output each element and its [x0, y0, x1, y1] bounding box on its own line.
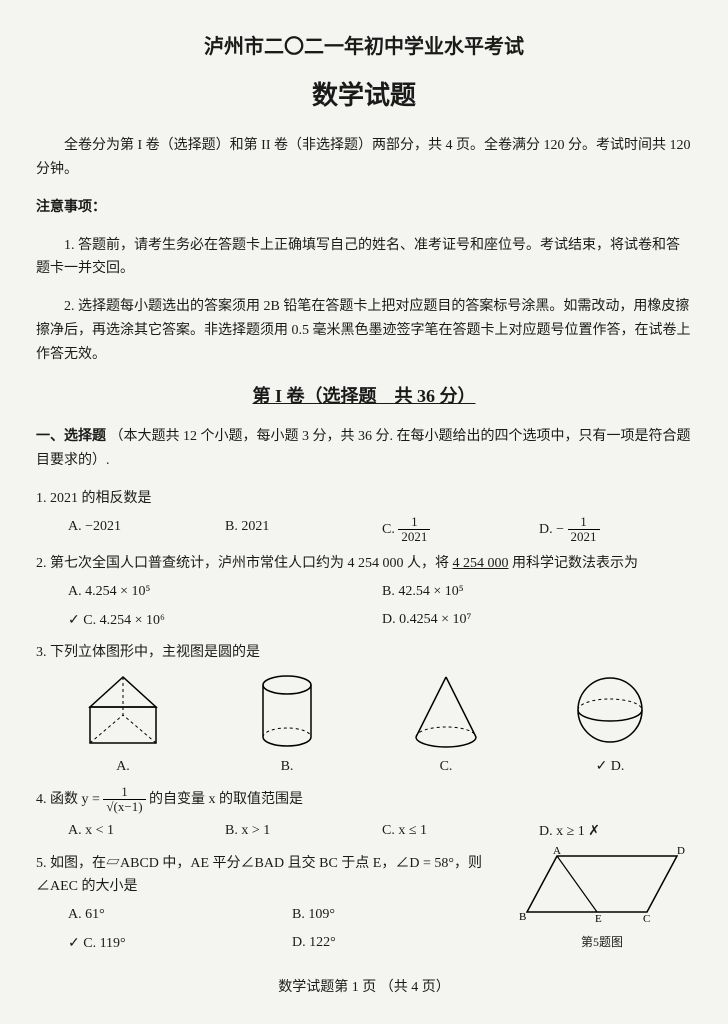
q3-shape-d: ✓ D. [570, 670, 650, 779]
prism-icon [78, 671, 168, 751]
intro-p1: 全卷分为第 I 卷（选择题）和第 II 卷（非选择题）两部分，共 4 页。全卷满… [36, 134, 692, 182]
q4-options: A. x < 1 B. x > 1 C. x ≤ 1 D. x ≥ 1 ✗ [64, 817, 692, 846]
q4-frac-den: √(x−1) [103, 800, 145, 814]
cone-icon [406, 671, 486, 751]
sphere-icon [570, 670, 650, 750]
q1-stem: 1. 2021 的相反数是 [36, 487, 692, 511]
q4-opt-c: C. x ≤ 1 [378, 817, 535, 846]
q1-d-num: 1 [568, 515, 600, 530]
q1-d-frac: 1 2021 [568, 515, 600, 545]
q2-opt-b: B. 42.54 × 10⁵ [378, 578, 692, 606]
q4-opt-a: A. x < 1 [64, 817, 221, 846]
cylinder-icon [252, 671, 322, 751]
q4-frac: 1 √(x−1) [103, 785, 145, 815]
q2-options: A. 4.254 × 10⁵ B. 42.54 × 10⁵ ✓ C. 4.254… [64, 578, 692, 635]
q1-opt-b: B. 2021 [221, 513, 378, 547]
q5-lbl-b: B [519, 911, 526, 923]
q4-frac-num: 1 [103, 785, 145, 800]
q5-opt-d: D. 122° [288, 929, 512, 958]
q3-label-a: A. [78, 755, 168, 779]
q5-figure: A D B E C 第5题图 [512, 846, 692, 953]
q2-stem-a: 2. 第七次全国人口普查统计，泸州市常住人口约为 4 254 000 人，将 [36, 556, 453, 571]
q4-d-mark: ✗ [588, 822, 600, 838]
q3-shape-b: B. [252, 671, 322, 779]
q5-options: A. 61° B. 109° ✓ C. 119° D. 122° [64, 901, 512, 958]
q5-row: 5. 如图，在▱ABCD 中，AE 平分∠BAD 且交 BC 于点 E，∠D =… [36, 846, 692, 958]
q2-opt-a: A. 4.254 × 10⁵ [64, 578, 378, 606]
q3-label-c: C. [406, 755, 486, 779]
q4-d-text: D. x ≥ 1 [539, 824, 585, 839]
q5-c-text: C. 119° [83, 936, 125, 951]
q5-fig-caption: 第5题图 [512, 932, 692, 952]
block-desc: （本大题共 12 个小题，每小题 3 分，共 36 分. 在每小题给出的四个选项… [36, 429, 691, 468]
q5-opt-a: A. 61° [64, 901, 288, 929]
q2-stem: 2. 第七次全国人口普查统计，泸州市常住人口约为 4 254 000 人，将 4… [36, 552, 692, 576]
q5-lbl-d: D [677, 846, 685, 857]
q1-opt-d: D. − 1 2021 [535, 513, 692, 547]
page-title-sub: 数学试题 [36, 74, 692, 118]
q2-opt-d: D. 0.4254 × 10⁷ [378, 606, 692, 635]
q3-shape-c: C. [406, 671, 486, 779]
q2-c-text: C. 4.254 × 10⁶ [83, 613, 165, 628]
q4-stem: 4. 函数 y = 1 √(x−1) 的自变量 x 的取值范围是 [36, 785, 692, 815]
q1-c-num: 1 [398, 515, 430, 530]
q4-opt-d: D. x ≥ 1 ✗ [535, 817, 692, 846]
q1-d-prefix: D. − [539, 522, 564, 537]
q5-opt-b: B. 109° [288, 901, 512, 929]
q1-c-frac: 1 2021 [398, 515, 430, 545]
q3-shape-a: A. [78, 671, 168, 779]
q3-label-d: ✓ D. [570, 754, 650, 779]
q1-d-den: 2021 [568, 530, 600, 544]
q3-d-text: D. [611, 759, 625, 774]
parallelogram-icon: A D B E C [517, 846, 687, 926]
notice-1: 1. 答题前，请考生务必在答题卡上正确填写自己的姓名、准考证号和座位号。考试结束… [36, 234, 692, 282]
page-title-main: 泸州市二〇二一年初中学业水平考试 [36, 30, 692, 64]
q4-opt-b: B. x > 1 [221, 817, 378, 846]
q3-shapes: A. B. C. ✓ D. [36, 670, 692, 779]
q1-opt-c: C. 1 2021 [378, 513, 535, 547]
notice-label: 注意事项： [36, 196, 692, 220]
notice-2: 2. 选择题每小题选出的答案须用 2B 铅笔在答题卡上把对应题目的答案标号涂黑。… [36, 295, 692, 366]
q2-stem-b: 用科学记数法表示为 [512, 556, 638, 571]
q1-c-den: 2021 [398, 530, 430, 544]
section1-heading: 第 I 卷（选择题 共 36 分） [36, 381, 692, 412]
page-footer: 数学试题第 1 页 （共 4 页） [36, 976, 692, 1000]
q1-options: A. −2021 B. 2021 C. 1 2021 D. − 1 2021 [64, 513, 692, 547]
q3-d-mark: ✓ [596, 757, 608, 773]
q5-lbl-e: E [595, 913, 602, 925]
q4-stem-a: 4. 函数 y = [36, 792, 103, 807]
block-title-row: 一、选择题 （本大题共 12 个小题，每小题 3 分，共 36 分. 在每小题给… [36, 425, 692, 473]
q1-c-prefix: C. [382, 522, 398, 537]
block-title: 一、选择题 [36, 429, 106, 444]
q2-opt-c: ✓ C. 4.254 × 10⁶ [64, 606, 378, 635]
q2-c-mark: ✓ [68, 611, 80, 627]
q3-stem: 3. 下列立体图形中，主视图是圆的是 [36, 641, 692, 665]
q5-lbl-c: C [643, 913, 650, 925]
q5-lbl-a: A [553, 846, 561, 857]
q3-label-b: B. [252, 755, 322, 779]
q5-opt-c: ✓ C. 119° [64, 929, 288, 958]
q5-stem: 5. 如图，在▱ABCD 中，AE 平分∠BAD 且交 BC 于点 E，∠D =… [36, 852, 512, 900]
q1-opt-a: A. −2021 [64, 513, 221, 547]
q2-stem-u: 4 254 000 [453, 556, 509, 571]
q5-c-mark: ✓ [68, 934, 80, 950]
q4-stem-b: 的自变量 x 的取值范围是 [149, 792, 303, 807]
